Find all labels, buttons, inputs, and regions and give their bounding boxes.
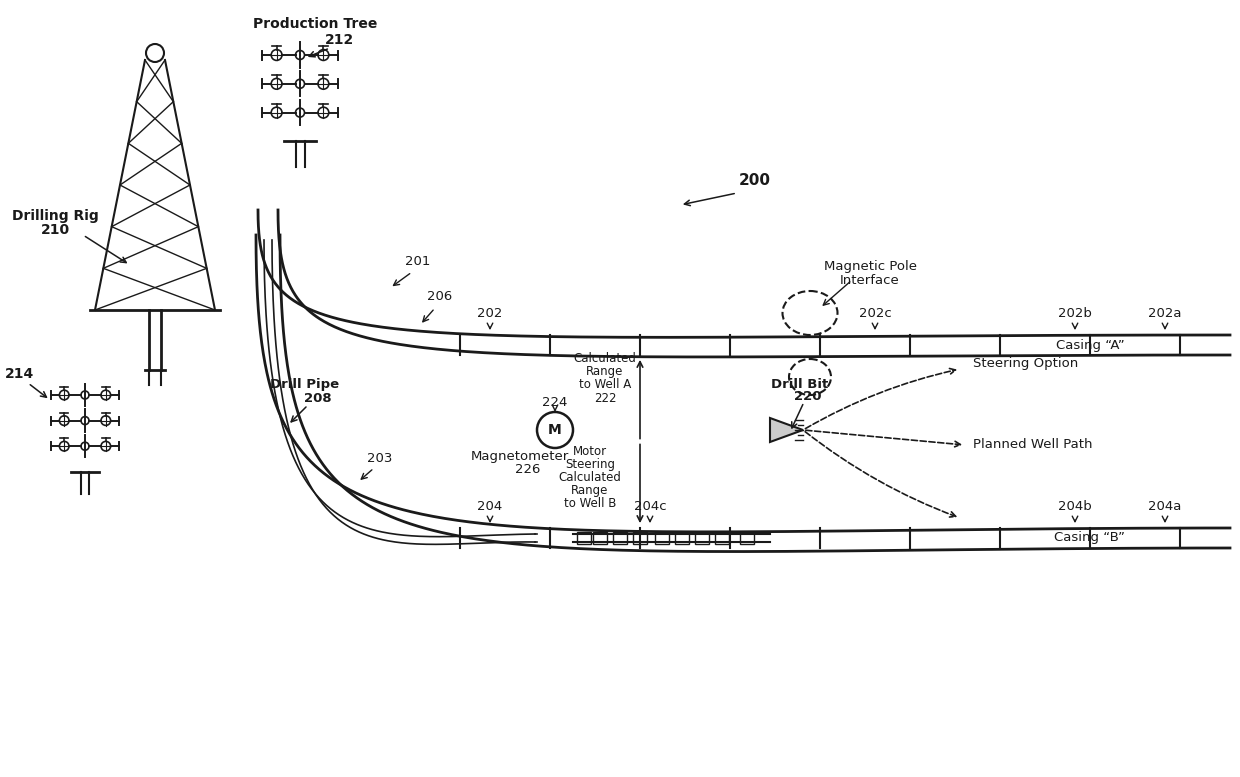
Text: Interface: Interface [841, 274, 900, 287]
Text: Drill Pipe: Drill Pipe [270, 378, 340, 391]
Text: 204c: 204c [634, 500, 666, 513]
Text: 206: 206 [428, 290, 453, 303]
Text: 208: 208 [304, 392, 332, 405]
Bar [694, 532, 709, 544]
Text: Drill Bit: Drill Bit [771, 378, 828, 391]
Circle shape [81, 416, 89, 424]
Text: 214: 214 [5, 367, 35, 381]
Text: Magnetic Pole: Magnetic Pole [823, 260, 916, 273]
Circle shape [295, 79, 305, 89]
Circle shape [60, 390, 69, 400]
Circle shape [81, 442, 89, 450]
Text: Drilling Rig: Drilling Rig [11, 209, 98, 223]
Bar [593, 532, 608, 544]
Circle shape [60, 441, 69, 451]
Circle shape [100, 441, 110, 451]
Circle shape [537, 412, 573, 448]
Text: 202: 202 [477, 307, 502, 320]
Text: 201: 201 [405, 255, 430, 268]
Circle shape [317, 78, 329, 89]
Bar [715, 532, 729, 544]
Text: M: M [548, 423, 562, 437]
Circle shape [295, 51, 305, 60]
Circle shape [317, 50, 329, 61]
Bar [655, 532, 670, 544]
Text: Casing “B”: Casing “B” [1054, 531, 1126, 545]
Text: 210: 210 [41, 223, 69, 237]
Bar [740, 532, 754, 544]
Text: Motor: Motor [573, 445, 608, 458]
Circle shape [100, 416, 110, 425]
Circle shape [272, 50, 281, 61]
Text: Production Tree: Production Tree [253, 17, 377, 31]
Polygon shape [770, 418, 804, 442]
Text: 220: 220 [795, 390, 822, 403]
Circle shape [146, 44, 164, 62]
Text: Calculated: Calculated [574, 352, 636, 365]
Text: Range: Range [572, 484, 609, 497]
Circle shape [272, 107, 281, 118]
Bar [613, 532, 627, 544]
Text: 222: 222 [594, 392, 616, 405]
Bar [632, 532, 647, 544]
Text: Calculated: Calculated [558, 471, 621, 484]
Text: Casing “A”: Casing “A” [1055, 339, 1125, 351]
Circle shape [100, 390, 110, 400]
Text: 202b: 202b [1058, 307, 1092, 320]
Text: 200: 200 [739, 173, 771, 188]
Text: 202c: 202c [858, 307, 892, 320]
Bar [577, 532, 591, 544]
Text: 224: 224 [542, 396, 568, 409]
Text: Planned Well Path: Planned Well Path [973, 438, 1092, 451]
Circle shape [60, 416, 69, 425]
Text: Steering Option: Steering Option [973, 357, 1079, 370]
Text: Steering: Steering [565, 458, 615, 471]
Text: Range: Range [587, 365, 624, 378]
Text: to Well B: to Well B [564, 497, 616, 510]
Circle shape [295, 108, 305, 117]
Circle shape [81, 391, 89, 399]
Text: 204b: 204b [1058, 500, 1092, 513]
Text: 212: 212 [325, 33, 355, 47]
Circle shape [317, 107, 329, 118]
Text: 204: 204 [477, 500, 502, 513]
Circle shape [272, 78, 281, 89]
Bar [675, 532, 689, 544]
Text: to Well A: to Well A [579, 378, 631, 391]
Text: Magnetometer: Magnetometer [471, 450, 569, 463]
Text: 204a: 204a [1148, 500, 1182, 513]
Text: 202a: 202a [1148, 307, 1182, 320]
Text: 226: 226 [516, 463, 541, 476]
Text: 203: 203 [367, 452, 393, 465]
